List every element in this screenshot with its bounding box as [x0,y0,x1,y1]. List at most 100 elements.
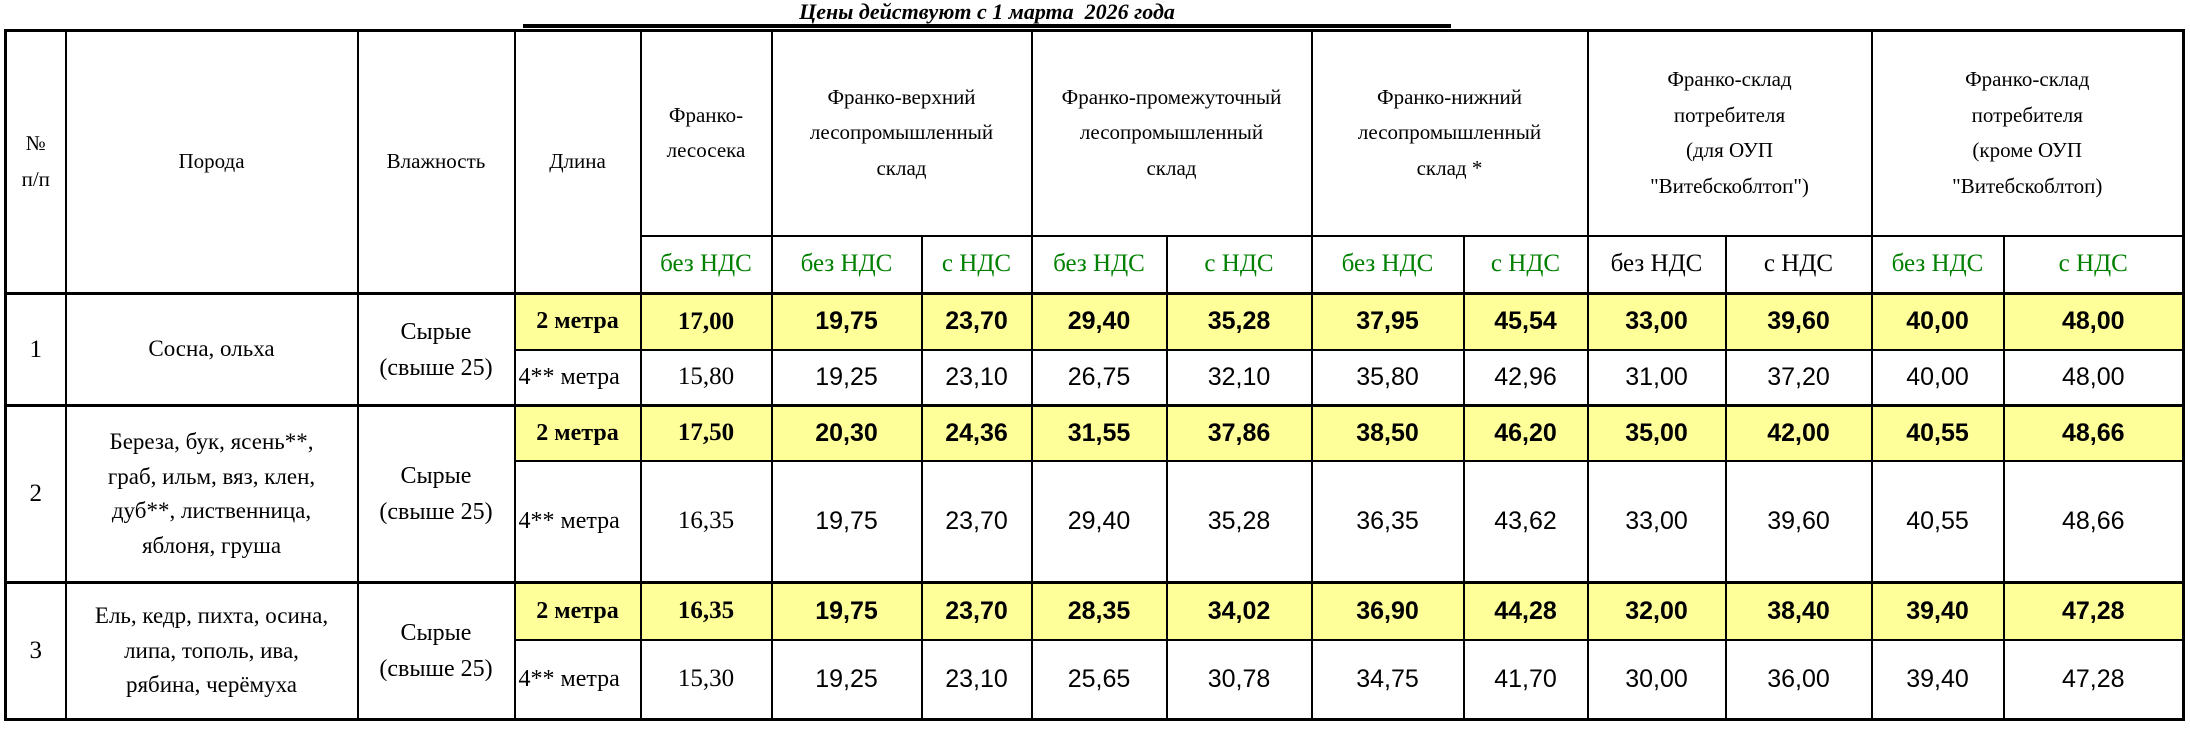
length-cell: 4** метра [513,639,642,721]
subheader-vat: с НДС [1724,234,1873,295]
price-cell: 37,20 [1724,349,1873,407]
price-cell: 44,28 [1462,581,1589,641]
species-row-1-line2: 4** метра 15,80 19,25 23,10 26,75 32,10 35,80 4… [6,349,2185,407]
price-cell: 16,35 [639,581,773,641]
price-cell: 34,02 [1165,581,1313,641]
price-table: № п/п Порода Влажность Длина Франко- лесосек… [4,29,2185,721]
price-cell: 42,96 [1462,349,1589,407]
humidity-cell: Сырые (свыше 25) [356,292,516,407]
price-cell: 15,30 [639,639,773,721]
header-group-0: Франко- лесосека [639,29,773,237]
price-cell: 48,00 [2002,292,2185,351]
price-cell: 35,00 [1586,404,1727,462]
price-cell: 48,00 [2002,349,2185,407]
price-cell: 40,00 [1870,349,2005,407]
price-cell: 32,10 [1165,349,1313,407]
humidity-cell: Сырые (свыше 25) [356,581,516,721]
price-cell: 35,28 [1165,292,1313,351]
price-cell: 48,66 [2002,460,2185,584]
length-cell: 2 метра [513,581,642,641]
price-cell: 17,50 [639,404,773,462]
length-cell: 2 метра [513,292,642,351]
price-cell: 36,90 [1310,581,1465,641]
price-cell: 34,75 [1310,639,1465,721]
length-cell: 2 метра [513,404,642,462]
price-cell: 38,50 [1310,404,1465,462]
price-cell: 20,30 [770,404,923,462]
species-row-3-line2: 4** метра 15,30 19,25 23,10 25,65 30,78 34,75 4… [6,639,2185,721]
price-cell: 41,70 [1462,639,1589,721]
price-cell: 19,25 [770,639,923,721]
price-cell: 25,65 [1030,639,1168,721]
price-cell: 15,80 [639,349,773,407]
header-group-3: Франко-нижний лесопромышленный склад * [1310,29,1589,237]
price-cell: 26,75 [1030,349,1168,407]
length-cell: 4** метра [513,460,642,584]
row-number-cell: 2 [4,404,67,584]
table-body: 1 Сосна, ольха Сырые (свыше 25) 2 метра 17,0… [4,292,2185,721]
price-cell: 17,00 [639,292,773,351]
subheader-vat: с НДС [1462,234,1589,295]
subheader-vat: без НДС [1030,234,1168,295]
price-cell: 23,70 [920,581,1033,641]
price-cell: 24,36 [920,404,1033,462]
price-cell: 35,80 [1310,349,1465,407]
price-cell: 19,75 [770,581,923,641]
humidity-cell: Сырые (свыше 25) [356,404,516,584]
header-poroda: Порода [64,29,359,295]
subheader-vat: без НДС [639,234,773,295]
price-cell: 39,40 [1870,639,2005,721]
price-cell: 31,55 [1030,404,1168,462]
price-cell: 19,75 [770,292,923,351]
table-header: № п/п Порода Влажность Длина Франко- лесосек… [4,29,2185,295]
price-cell: 47,28 [2002,639,2185,721]
price-cell: 48,66 [2002,404,2185,462]
page-title: Цены действуют с 1 марта 2026 года [799,0,1175,24]
price-cell: 33,00 [1586,460,1727,584]
price-cell: 33,00 [1586,292,1727,351]
subheader-vat: с НДС [920,234,1033,295]
price-cell: 30,78 [1165,639,1313,721]
header-vlazhnost: Влажность [356,29,516,295]
price-cell: 30,00 [1586,639,1727,721]
price-cell: 31,00 [1586,349,1727,407]
price-cell: 23,70 [920,292,1033,351]
price-cell: 39,40 [1870,581,2005,641]
price-cell: 47,28 [2002,581,2185,641]
price-cell: 46,20 [1462,404,1589,462]
species-row-2-line2: 4** метра 16,35 19,75 23,70 29,40 35,28 36,35 4… [6,460,2185,584]
header-row-vat: без НДС без НДС с НДС без НДС с НДС без НДС с … [6,234,2185,295]
subheader-vat: без НДС [770,234,923,295]
row-number-cell: 1 [4,292,67,407]
species-row-3-line1: 3 Ель, кедр, пихта, осина, липа, тополь, … [4,581,2185,721]
price-cell: 19,75 [770,460,923,584]
header-row-groups: № п/п Порода Влажность Длина Франко- лесосек… [4,29,2185,295]
subheader-vat: с НДС [2002,234,2185,295]
subheader-vat: без НДС [1870,234,2005,295]
price-cell: 45,54 [1462,292,1589,351]
species-cell: Сосна, ольха [64,292,359,407]
price-cell: 40,55 [1870,460,2005,584]
subheader-vat: без НДС [1310,234,1465,295]
price-cell: 43,62 [1462,460,1589,584]
price-cell: 38,40 [1724,581,1873,641]
price-cell: 37,95 [1310,292,1465,351]
price-cell: 23,10 [920,639,1033,721]
species-cell: Ель, кедр, пихта, осина, липа, тополь, и… [64,581,359,721]
species-cell: Береза, бук, ясень**, граб, ильм, вяз, к… [64,404,359,584]
price-cell: 32,00 [1586,581,1727,641]
subheader-vat: без НДС [1586,234,1727,295]
price-cell: 39,60 [1724,292,1873,351]
row-number-cell: 3 [4,581,67,721]
price-cell: 28,35 [1030,581,1168,641]
header-dlina: Длина [513,29,642,295]
species-row-2-line1: 2 Береза, бук, ясень**, граб, ильм, вяз, … [4,404,2185,584]
header-num: № п/п [4,29,67,295]
header-group-1: Франко-верхний лесопромышленный склад [770,29,1033,237]
price-cell: 37,86 [1165,404,1313,462]
price-cell: 42,00 [1724,404,1873,462]
subheader-vat: с НДС [1165,234,1313,295]
header-group-5: Франко-склад потребителя (кроме ОУП "Вит… [1870,29,2185,237]
price-cell: 16,35 [639,460,773,584]
